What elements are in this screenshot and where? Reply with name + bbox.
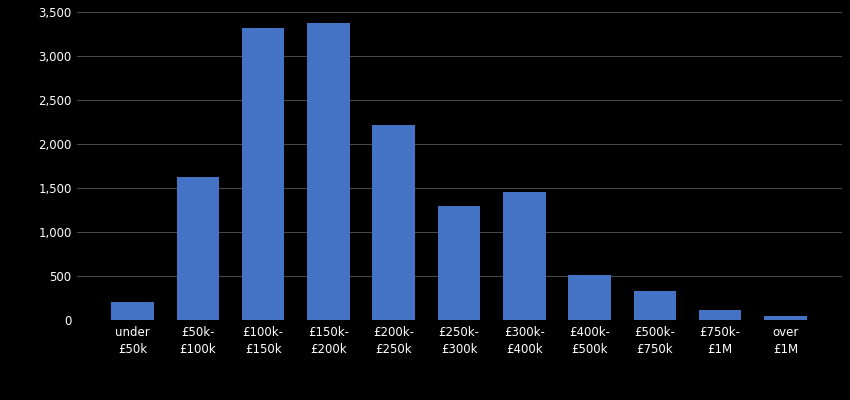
Bar (569, 275, 611, 320)
Bar (111, 302, 154, 320)
Bar (177, 177, 219, 320)
Bar (438, 206, 480, 320)
Bar (503, 192, 546, 320)
Bar (242, 28, 284, 320)
Bar (372, 125, 415, 320)
Bar (634, 291, 676, 320)
Bar (764, 316, 807, 320)
Bar (307, 23, 349, 320)
Bar (699, 310, 741, 320)
